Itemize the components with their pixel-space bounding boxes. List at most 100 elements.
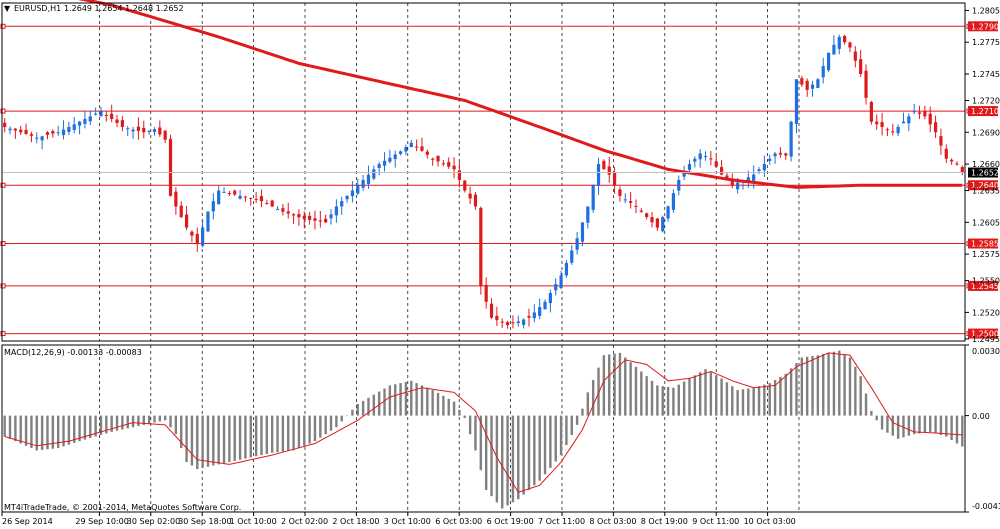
candle-body xyxy=(602,160,606,170)
macd-bar xyxy=(517,415,520,500)
candle-body xyxy=(821,66,825,78)
macd-bar xyxy=(297,415,301,449)
candle-body xyxy=(645,213,649,218)
candle-body xyxy=(83,119,87,124)
candle-body xyxy=(757,169,761,171)
macd-bar xyxy=(875,415,878,421)
candle-body xyxy=(634,205,638,207)
macd-bar xyxy=(602,355,606,416)
macd-bar xyxy=(340,415,343,422)
candle-body xyxy=(527,315,531,318)
macd-bar xyxy=(479,415,483,471)
time-tick-label: 30 Sep 02:00 xyxy=(127,517,180,526)
candle-body xyxy=(19,129,23,133)
macd-bottom-tick: -0.00415 xyxy=(972,502,1000,511)
candle-body xyxy=(837,36,841,49)
macd-bar xyxy=(254,415,258,457)
macd-bar xyxy=(51,415,55,449)
macd-bar xyxy=(650,380,654,416)
macd-bar xyxy=(468,415,472,435)
macd-bar xyxy=(158,415,162,422)
macd-bar xyxy=(870,410,873,416)
candle-body xyxy=(377,164,381,169)
price-axis: 1.28051.27751.27451.27201.26901.26601.26… xyxy=(965,6,1000,344)
macd-bar xyxy=(415,383,418,416)
macd-bar xyxy=(474,415,477,451)
macd-bar xyxy=(180,415,183,449)
macd-bar xyxy=(918,415,921,434)
level-anchor xyxy=(0,108,6,114)
candle-body xyxy=(356,185,360,194)
level-price-label: 1.2710 xyxy=(971,107,999,116)
candle-body xyxy=(99,111,103,117)
candle-body xyxy=(152,129,157,132)
macd-bar xyxy=(832,351,836,416)
level-price-tag xyxy=(968,106,998,117)
macd-bar xyxy=(324,415,327,435)
candle-body xyxy=(286,211,290,214)
macd-bar xyxy=(838,350,841,416)
candle-body xyxy=(505,322,510,326)
price-tick-label: 1.2805 xyxy=(972,6,1000,15)
candle-body xyxy=(233,190,237,195)
macd-bar xyxy=(784,373,787,416)
macd-bar xyxy=(640,371,643,416)
candle-body xyxy=(115,119,119,123)
candle-body xyxy=(479,207,483,286)
macd-bar xyxy=(249,415,252,458)
macd-bar xyxy=(864,393,868,416)
candle-body xyxy=(859,59,863,74)
candle-body xyxy=(714,161,718,167)
macd-bar xyxy=(629,362,632,416)
candle-body xyxy=(259,196,264,202)
candle-body xyxy=(104,114,108,116)
candle-body xyxy=(297,214,301,218)
price-tick-label: 1.2575 xyxy=(972,250,1000,259)
level-anchor xyxy=(0,283,6,289)
macd-bar xyxy=(677,384,680,416)
time-tick-label: 2 Oct 18:00 xyxy=(332,517,379,526)
price-tick-label: 1.2495 xyxy=(972,335,1000,344)
macd-bar xyxy=(805,356,809,416)
macd-bar xyxy=(67,415,71,445)
candle-body xyxy=(719,167,724,175)
time-tick-label: 26 Sep 2014 xyxy=(2,517,53,526)
candle-body xyxy=(120,120,124,127)
candle-body xyxy=(425,151,429,155)
macd-bar xyxy=(212,415,215,466)
macd-bar xyxy=(313,415,317,442)
candle-body xyxy=(671,193,676,210)
macd-bar xyxy=(169,415,172,428)
macd-bar xyxy=(56,415,60,449)
level-anchor xyxy=(0,182,6,188)
symbol-menu-arrow[interactable]: ▼ xyxy=(4,4,11,13)
candle-body xyxy=(131,129,135,132)
candle-body xyxy=(554,284,558,291)
macd-bar xyxy=(420,385,424,416)
macd-signal-line xyxy=(4,352,963,493)
macd-bar xyxy=(329,415,333,431)
candle-body xyxy=(61,129,66,136)
candle-body xyxy=(201,227,205,246)
macd-zero-tick: 0.00 xyxy=(972,412,990,421)
macd-bar xyxy=(404,381,408,416)
candle-body xyxy=(511,322,515,324)
level-price-tag xyxy=(968,238,998,249)
candle-body xyxy=(393,154,397,160)
candle-body xyxy=(24,129,28,135)
candle-body xyxy=(885,129,890,131)
macd-bar xyxy=(859,376,862,416)
candle-body xyxy=(318,220,322,222)
candles[interactable] xyxy=(3,34,964,329)
candle-body xyxy=(950,159,954,162)
macd-bar xyxy=(827,352,830,416)
macd-bar xyxy=(923,415,927,433)
candle-body xyxy=(281,208,285,212)
macd-bar xyxy=(452,401,456,416)
macd-bar xyxy=(597,367,600,416)
macd-bar xyxy=(736,390,739,416)
macd-bar xyxy=(854,366,857,416)
macd-bar xyxy=(281,415,285,452)
candle-body xyxy=(538,307,542,316)
